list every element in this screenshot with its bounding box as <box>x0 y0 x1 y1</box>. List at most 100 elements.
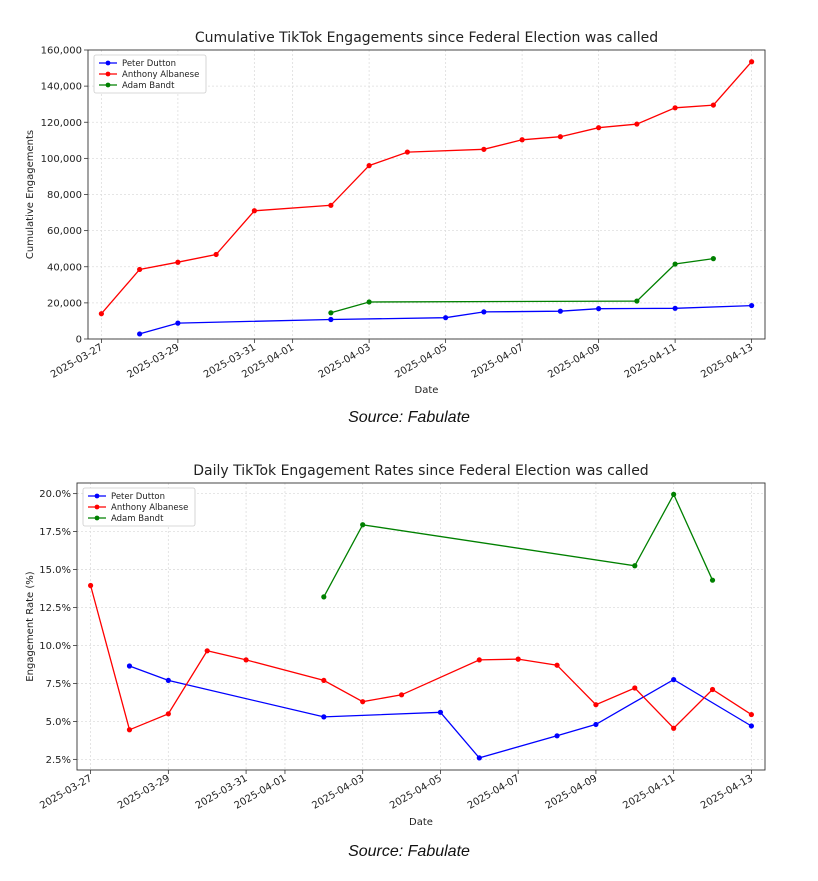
data-point-adam-bandt <box>321 594 327 600</box>
x-tick-label: 2025-04-07 <box>466 773 522 812</box>
y-tick-label: 80,000 <box>47 190 82 201</box>
data-point-peter-dutton <box>748 723 754 729</box>
data-point-adam-bandt <box>710 256 716 262</box>
data-point-anthony-albanese <box>554 662 560 668</box>
data-point-anthony-albanese <box>88 582 94 589</box>
data-point-peter-dutton <box>443 315 449 321</box>
data-point-anthony-albanese <box>204 648 210 654</box>
y-tick-label: 160,000 <box>41 46 82 57</box>
data-point-peter-dutton <box>596 306 602 312</box>
data-point-adam-bandt <box>709 577 716 583</box>
data-point-peter-dutton <box>165 677 171 684</box>
x-axis-label: Date <box>409 817 433 828</box>
y-tick-label: 0 <box>76 335 82 346</box>
y-tick-label: 20,000 <box>47 298 82 309</box>
data-point-anthony-albanese <box>165 711 171 717</box>
data-point-anthony-albanese <box>404 149 410 155</box>
legend-entry-adam-bandt: Adam Bandt <box>122 81 175 91</box>
cumulative-engagements-chart: Cumulative TikTok Engagements since Fede… <box>25 30 766 396</box>
data-point-anthony-albanese <box>476 657 482 663</box>
data-point-peter-dutton <box>554 733 560 739</box>
x-tick-label: 2025-03-27 <box>49 342 105 381</box>
legend-swatch-marker <box>105 60 111 66</box>
data-point-peter-dutton <box>321 714 327 720</box>
x-tick-label: 2025-04-05 <box>393 342 449 381</box>
x-tick-label: 2025-04-05 <box>388 773 444 812</box>
x-tick-label: 2025-04-11 <box>623 342 679 381</box>
y-tick-label: 7.5% <box>46 679 71 690</box>
data-point-peter-dutton <box>672 305 678 311</box>
data-point-anthony-albanese <box>126 727 133 733</box>
legend-swatch-marker <box>94 515 100 521</box>
legend-swatch-marker <box>105 71 111 77</box>
data-point-adam-bandt <box>360 522 366 528</box>
x-tick-label: 2025-04-03 <box>317 342 373 381</box>
data-point-anthony-albanese <box>175 259 181 265</box>
y-tick-label: 140,000 <box>41 82 82 93</box>
source-caption-1: Source: Fabulate <box>348 409 470 426</box>
y-tick-label: 60,000 <box>47 226 82 237</box>
legend-entry-adam-bandt: Adam Bandt <box>111 514 164 524</box>
x-tick-label: 2025-04-03 <box>310 773 366 812</box>
x-tick-label: 2025-04-11 <box>621 773 677 812</box>
x-tick-label: 2025-04-09 <box>544 773 600 812</box>
data-point-peter-dutton <box>126 663 133 669</box>
x-tick-label: 2025-04-09 <box>546 342 602 381</box>
data-point-anthony-albanese <box>671 725 677 731</box>
data-point-anthony-albanese <box>672 105 678 111</box>
data-point-peter-dutton <box>749 302 755 309</box>
data-point-peter-dutton <box>437 709 444 715</box>
data-point-anthony-albanese <box>710 102 716 108</box>
legend-entry-peter-dutton: Peter Dutton <box>111 492 165 502</box>
data-point-anthony-albanese <box>519 137 525 143</box>
data-point-adam-bandt <box>366 299 372 305</box>
x-tick-label: 2025-04-07 <box>470 342 526 381</box>
data-point-peter-dutton <box>328 316 334 323</box>
legend-swatch-marker <box>94 493 100 499</box>
x-tick-label: 2025-03-27 <box>38 773 94 812</box>
legend-entry-peter-dutton: Peter Dutton <box>122 59 176 69</box>
data-point-anthony-albanese <box>557 134 563 140</box>
x-tick-label: 2025-03-29 <box>126 342 182 381</box>
y-tick-label: 120,000 <box>41 118 82 129</box>
data-point-anthony-albanese <box>243 657 249 663</box>
x-tick-label: 2025-04-13 <box>699 342 755 381</box>
data-point-peter-dutton <box>671 677 677 683</box>
data-point-adam-bandt <box>671 491 677 497</box>
y-tick-label: 20.0% <box>39 489 71 500</box>
data-point-adam-bandt <box>632 563 638 569</box>
data-point-adam-bandt <box>672 261 678 267</box>
y-tick-label: 2.5% <box>46 755 71 766</box>
y-tick-label: 17.5% <box>39 527 71 538</box>
legend-box <box>93 54 207 94</box>
data-point-peter-dutton <box>476 755 482 761</box>
data-point-anthony-albanese <box>251 208 257 214</box>
legend-swatch-marker <box>105 82 111 88</box>
data-point-anthony-albanese <box>328 202 334 208</box>
data-point-anthony-albanese <box>709 686 716 693</box>
data-point-anthony-albanese <box>398 692 405 698</box>
y-tick-label: 5.0% <box>46 717 71 728</box>
data-point-anthony-albanese <box>632 685 638 691</box>
data-point-peter-dutton <box>593 721 599 728</box>
y-axis-label: Cumulative Engagements <box>25 130 36 259</box>
data-point-anthony-albanese <box>634 121 640 127</box>
data-point-anthony-albanese <box>593 702 599 708</box>
data-point-anthony-albanese <box>749 59 755 65</box>
legend-entry-anthony-albanese: Anthony Albanese <box>111 503 188 513</box>
data-point-anthony-albanese <box>748 711 754 718</box>
plot-frame <box>87 49 766 340</box>
legend-entry-anthony-albanese: Anthony Albanese <box>122 70 199 80</box>
data-point-anthony-albanese <box>321 677 327 684</box>
y-axis-label: Engagement Rate (%) <box>25 571 36 681</box>
chart-title: Cumulative TikTok Engagements since Fede… <box>195 30 658 46</box>
y-tick-label: 15.0% <box>39 565 71 576</box>
x-tick-label: 2025-03-29 <box>116 773 172 812</box>
data-point-anthony-albanese <box>213 251 219 258</box>
legend-swatch-marker <box>94 504 100 510</box>
data-point-anthony-albanese <box>366 163 372 169</box>
source-caption-2: Source: Fabulate <box>348 843 470 860</box>
data-point-anthony-albanese <box>137 266 143 273</box>
plot-frame <box>76 482 766 771</box>
y-tick-label: 40,000 <box>47 262 82 273</box>
